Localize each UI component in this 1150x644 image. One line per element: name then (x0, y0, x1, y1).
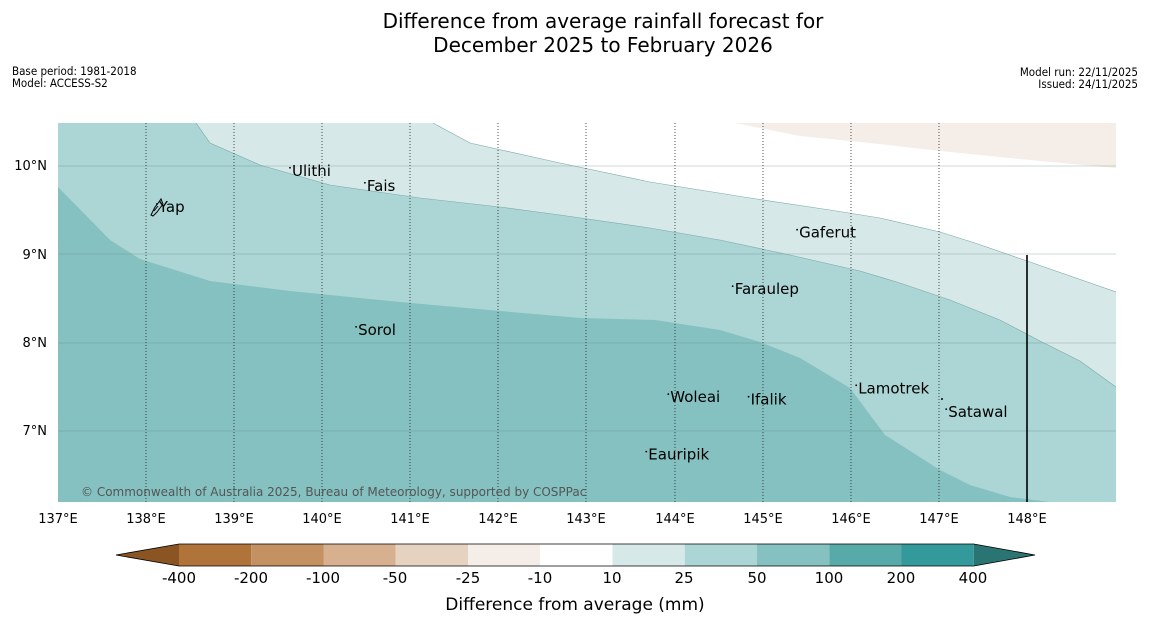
colorbar (115, 543, 1036, 567)
colorbar-cell-4 (395, 544, 468, 566)
x-tick-142e: 142°E (478, 512, 518, 527)
place-marker-faraulep (731, 285, 734, 288)
place-labels: Ulithi Fais Yap Gaferut Faraulep Sorol Lamotre… (155, 162, 1008, 464)
y-tick-7n: 7°N (23, 424, 48, 439)
y-tick-8n: 8°N (23, 336, 48, 351)
x-tick-139e: 139°E (214, 512, 254, 527)
satawal-dot-marker (941, 398, 943, 400)
model-run-text: Model run: 22/11/2025 (1019, 65, 1138, 79)
x-tick-146e: 146°E (831, 512, 871, 527)
issued-text: Issued: 24/11/2025 (1038, 77, 1138, 91)
meta-left: Base period: 1981-2018 Model: ACCESS-S2 (12, 65, 137, 89)
colorbar-cell-12 (973, 544, 1035, 566)
place-label-satawal: Satawal (948, 403, 1007, 421)
colorbar-cell-2 (251, 544, 324, 566)
band-edge-outline (195, 123, 1116, 388)
place-marker-sorol (355, 326, 357, 328)
cb-tick-6: 10 (602, 569, 621, 587)
lon-gridlines (145, 123, 940, 502)
colorbar-outline (115, 543, 1036, 567)
cb-tick-1: -200 (234, 569, 268, 587)
x-axis-labels: 137°E 138°E 139°E 140°E 141°E 142°E 143°… (38, 512, 1047, 527)
x-tick-140e: 140°E (302, 512, 342, 527)
cb-tick-5: -10 (528, 569, 553, 587)
map-area[interactable]: Ulithi Fais Yap Gaferut Faraulep Sorol Lamotre… (58, 123, 1116, 502)
place-marker-yap (155, 203, 158, 205)
cb-tick-0: -400 (162, 569, 196, 587)
place-marker-satawal (945, 408, 948, 410)
title-line-2: December 2025 to February 2026 (433, 33, 773, 57)
colorbar-cell-0 (116, 544, 179, 566)
place-label-yap: Yap (158, 198, 185, 216)
place-label-ulithi: Ulithi (292, 162, 331, 180)
place-label-gaferut: Gaferut (799, 224, 856, 242)
colorbar-cell-11 (901, 544, 974, 566)
x-tick-148e: 148°E (1007, 512, 1047, 527)
y-tick-10n: 10°N (14, 159, 47, 174)
cb-tick-7: 25 (674, 569, 693, 587)
band-50-100 (58, 187, 1050, 502)
x-tick-143e: 143°E (566, 512, 606, 527)
title-line-1: Difference from average rainfall forecas… (382, 9, 824, 33)
yap-island-shape (150, 197, 164, 217)
x-tick-147e: 147°E (919, 512, 959, 527)
model-text: Model: ACCESS-S2 (12, 76, 108, 90)
colorbar-cell-1 (179, 544, 252, 566)
colorbar-cell-10 (829, 544, 902, 566)
x-tick-137e: 137°E (38, 512, 78, 527)
place-marker-eauripik (645, 450, 648, 453)
colorbar-label: Difference from average (mm) (445, 595, 704, 615)
map-title: Difference from average rainfall forecas… (0, 9, 1150, 57)
colorbar-cell-3 (323, 544, 396, 566)
colorbar-cell-9 (757, 544, 830, 566)
band-none (433, 123, 1116, 292)
place-label-faraulep: Faraulep (735, 280, 799, 298)
meta-right: Model run: 22/11/2025 Issued: 24/11/2025 (1020, 66, 1138, 90)
place-label-fais: Fais (367, 177, 396, 195)
copyright-text: © Commonwealth of Australia 2025, Bureau… (81, 485, 586, 499)
cb-tick-11: 400 (959, 569, 988, 587)
colorbar-cell-5 (468, 544, 541, 566)
x-tick-138e: 138°E (126, 512, 166, 527)
place-marker-gaferut (796, 228, 798, 231)
cb-tick-4: -25 (456, 569, 481, 587)
cb-tick-8: 50 (747, 569, 766, 587)
place-label-eauripik: Eauripik (648, 446, 709, 464)
y-tick-9n: 9°N (23, 248, 48, 263)
place-marker-ulithi (289, 166, 291, 169)
base-period-text: Base period: 1981-2018 (12, 64, 137, 78)
y-axis-labels: 10°N 9°N 8°N 7°N (14, 159, 47, 439)
colorbar-cell-7 (612, 544, 685, 566)
colorbar-ticks: -400 -200 -100 -50 -25 -10 10 25 50 100 … (162, 569, 987, 587)
place-label-woleai: Woleai (670, 388, 720, 406)
place-label-sorol: Sorol (358, 321, 396, 339)
place-label-lamotrek: Lamotrek (858, 379, 929, 397)
band-neg-25-10 (735, 123, 1116, 168)
x-tick-144e: 144°E (655, 512, 695, 527)
place-marker-fais (364, 181, 366, 184)
colorbar-cell-6 (540, 544, 613, 566)
cb-tick-9: 100 (815, 569, 844, 587)
cb-tick-3: -50 (383, 569, 408, 587)
cb-tick-10: 200 (887, 569, 916, 587)
place-marker-ifalik (747, 395, 750, 398)
cb-tick-2: -100 (306, 569, 340, 587)
x-tick-145e: 145°E (743, 512, 783, 527)
place-marker-lamotrek (855, 384, 858, 387)
colorbar-cell-8 (684, 544, 757, 566)
place-label-ifalik: Ifalik (751, 391, 787, 409)
x-tick-141e: 141°E (390, 512, 430, 527)
place-marker-woleai (667, 393, 670, 395)
